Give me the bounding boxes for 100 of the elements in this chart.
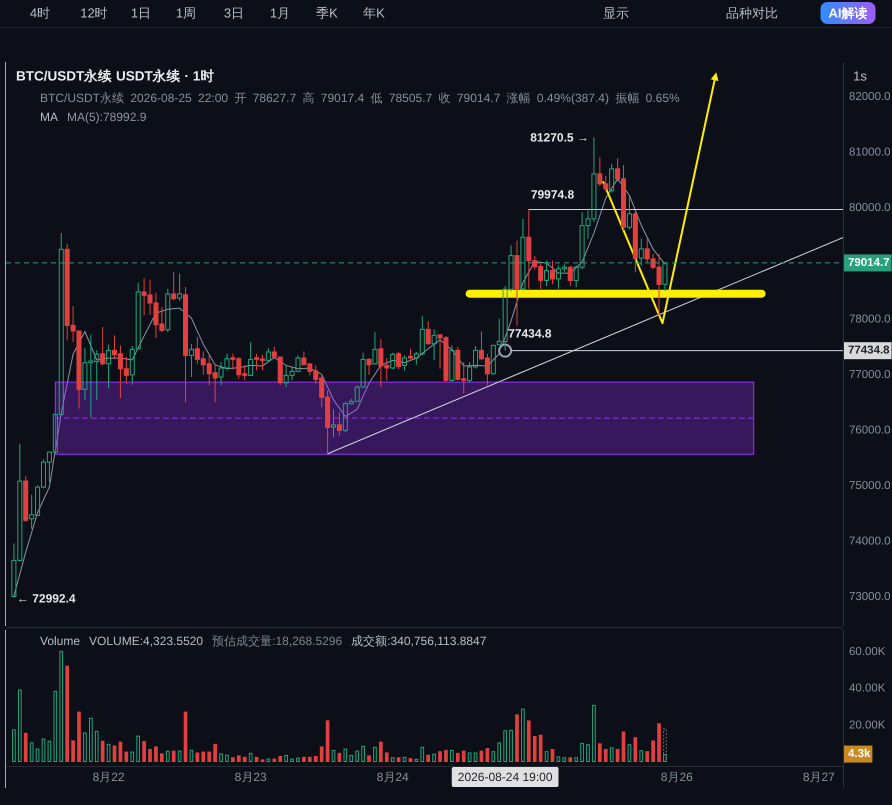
bar xyxy=(616,748,620,762)
bar xyxy=(83,732,87,762)
candlestick xyxy=(490,344,496,376)
bar xyxy=(166,750,170,762)
bar xyxy=(580,742,584,762)
text: 1s xyxy=(853,68,868,84)
bar xyxy=(349,755,354,762)
text: 3日 xyxy=(224,6,244,20)
text: 1月 xyxy=(270,6,290,20)
bar xyxy=(18,690,22,762)
candlestick xyxy=(550,260,556,285)
y-tick-label: 80000.0 xyxy=(849,202,891,214)
bar xyxy=(355,750,360,762)
x-tick-label: 8月26 xyxy=(660,770,694,784)
bar xyxy=(130,752,134,762)
bar xyxy=(622,732,626,762)
bar xyxy=(663,754,667,762)
text: BTC/USDT永续 2026-08-25 22:00 开 78627.7 高 79017.4 低 78505.7 收 79014.7 涨幅 0.49%(387.4) 振幅 0.65% xyxy=(40,91,680,105)
bar xyxy=(610,747,614,762)
bar xyxy=(414,758,418,762)
bar xyxy=(604,748,608,762)
bar xyxy=(248,752,252,762)
bar xyxy=(556,756,560,762)
bar xyxy=(598,743,602,762)
x-tick-label: 8月23 xyxy=(234,770,267,784)
text: 1日 xyxy=(130,6,152,20)
bar xyxy=(420,746,424,762)
bar xyxy=(586,744,590,762)
x-tick-label: 8月22 xyxy=(92,770,125,784)
text: 年K xyxy=(363,6,386,20)
text: BTC/USDT永续 USDT永续 · 1时 xyxy=(16,68,214,84)
bar xyxy=(302,756,306,762)
text: 4时 xyxy=(30,6,50,20)
bar xyxy=(390,757,395,762)
annotation: ← 72992.4 xyxy=(16,592,76,606)
candlestick xyxy=(514,240,520,326)
bar xyxy=(118,742,122,762)
y-tick-label: 60.00K xyxy=(849,646,886,658)
bar xyxy=(178,750,182,762)
bar xyxy=(213,744,217,762)
bar xyxy=(402,756,406,762)
bar xyxy=(142,741,146,762)
bar xyxy=(30,742,34,762)
candlestick xyxy=(330,408,336,438)
bar xyxy=(338,752,342,762)
annotation: 2026-08-24 19:00 xyxy=(458,770,553,784)
bar xyxy=(426,754,430,762)
bar xyxy=(486,748,490,762)
candlestick xyxy=(426,320,431,346)
bar xyxy=(344,748,348,762)
bar xyxy=(645,751,650,762)
text: 季K xyxy=(316,6,338,20)
candlestick xyxy=(100,326,106,366)
bar xyxy=(65,666,69,762)
annotation: 77434.8 xyxy=(508,326,552,341)
bar xyxy=(550,748,554,762)
bar xyxy=(112,746,116,762)
bar xyxy=(462,750,466,762)
y-tick-label: 40.00K xyxy=(849,682,886,695)
x-tick-label: 8月27 xyxy=(802,770,836,784)
y-tick-label: 82000.0 xyxy=(849,91,891,104)
bar xyxy=(59,650,64,762)
bar xyxy=(326,720,330,762)
bar xyxy=(521,708,525,762)
bar xyxy=(89,718,93,762)
y-tick-label: 75000.0 xyxy=(849,480,891,492)
bar xyxy=(254,756,258,762)
bar xyxy=(278,756,282,762)
bar xyxy=(468,752,472,762)
candlestick xyxy=(165,288,170,333)
bar xyxy=(503,730,507,762)
bar xyxy=(444,750,448,762)
bar xyxy=(314,756,318,762)
bar xyxy=(308,756,312,762)
bar xyxy=(154,746,158,762)
text: 1周 xyxy=(176,6,196,20)
candlestick xyxy=(136,282,141,350)
candlestick xyxy=(432,328,437,361)
legend: MA MA(5):78992.9 xyxy=(40,110,146,124)
y-tick-label: 74000.0 xyxy=(849,536,891,548)
bar xyxy=(272,758,276,762)
bar xyxy=(515,714,519,762)
candlestick xyxy=(130,346,135,386)
bar xyxy=(408,758,412,762)
bar xyxy=(491,751,496,762)
bar xyxy=(48,740,52,762)
candlestick xyxy=(568,265,573,286)
text: 12时 xyxy=(80,6,108,20)
candlestick xyxy=(266,348,271,363)
bar xyxy=(373,746,377,762)
candlestick xyxy=(336,412,342,436)
bar xyxy=(396,757,400,762)
text: 4.3k xyxy=(848,748,871,760)
y-tick-label: 73000.0 xyxy=(849,591,891,604)
bar xyxy=(231,757,235,762)
bar xyxy=(100,740,105,762)
bar xyxy=(184,712,188,762)
bar xyxy=(160,753,164,762)
bar xyxy=(284,755,288,762)
candlestick xyxy=(408,348,413,360)
